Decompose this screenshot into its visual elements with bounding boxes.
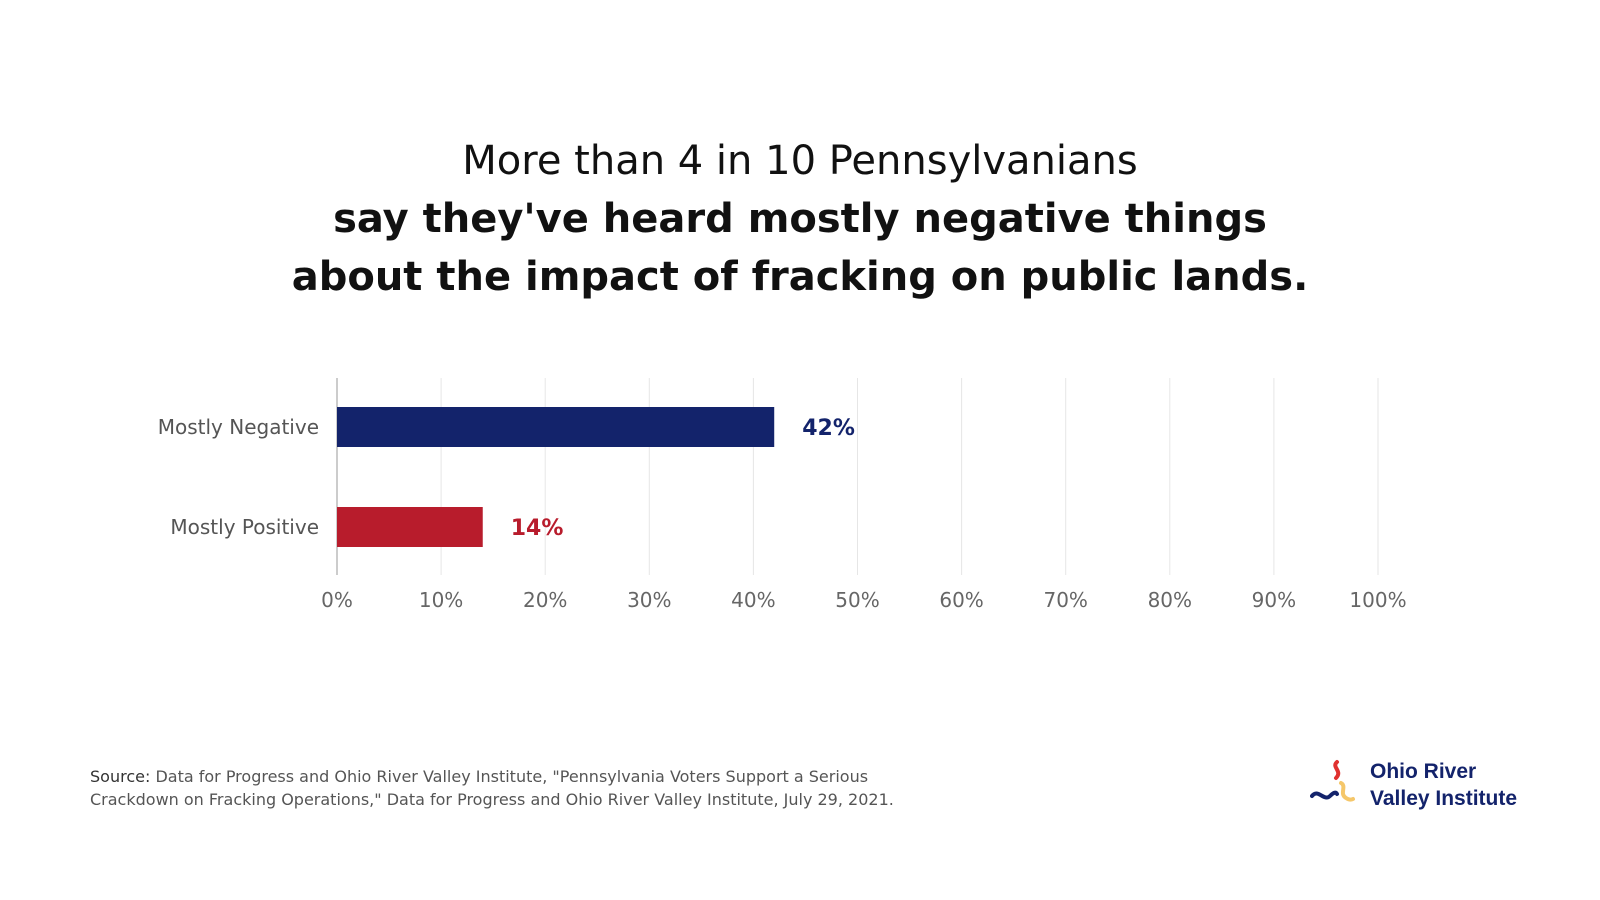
x-tick-label: 100%	[1349, 588, 1406, 612]
x-tick-label: 80%	[1148, 588, 1192, 612]
river-wave-icon	[1310, 760, 1355, 802]
bar	[337, 507, 483, 547]
source-label: Source:	[90, 767, 151, 786]
source-note: Source: Data for Progress and Ohio River…	[90, 765, 950, 811]
x-tick-label: 10%	[419, 588, 463, 612]
chart-title: More than 4 in 10 Pennsylvanians say the…	[0, 132, 1600, 306]
logo-text: Ohio River Valley Institute	[1370, 758, 1517, 812]
logo-line-1: Ohio River	[1370, 760, 1477, 783]
data-label: 42%	[802, 416, 855, 441]
category-label: Mostly Negative	[158, 415, 319, 439]
title-line-3: about the impact of fracking on public l…	[291, 254, 1309, 300]
x-tick-label: 20%	[523, 588, 567, 612]
logo-line-2: Valley Institute	[1370, 787, 1518, 810]
ohio-river-valley-institute-logo: Ohio River Valley Institute	[1310, 756, 1530, 816]
title-line-2: say they've heard mostly negative things	[333, 196, 1267, 242]
data-label: 14%	[511, 516, 564, 541]
title-line-1: More than 4 in 10 Pennsylvanians	[462, 138, 1138, 184]
x-tick-label: 0%	[321, 588, 353, 612]
x-tick-label: 90%	[1252, 588, 1296, 612]
source-text: Data for Progress and Ohio River Valley …	[90, 767, 894, 809]
x-tick-label: 70%	[1043, 588, 1087, 612]
x-tick-label: 30%	[627, 588, 671, 612]
x-tick-label: 50%	[835, 588, 879, 612]
x-tick-label: 60%	[939, 588, 983, 612]
x-tick-label: 40%	[731, 588, 775, 612]
category-label: Mostly Positive	[170, 515, 319, 539]
bar	[337, 407, 775, 447]
